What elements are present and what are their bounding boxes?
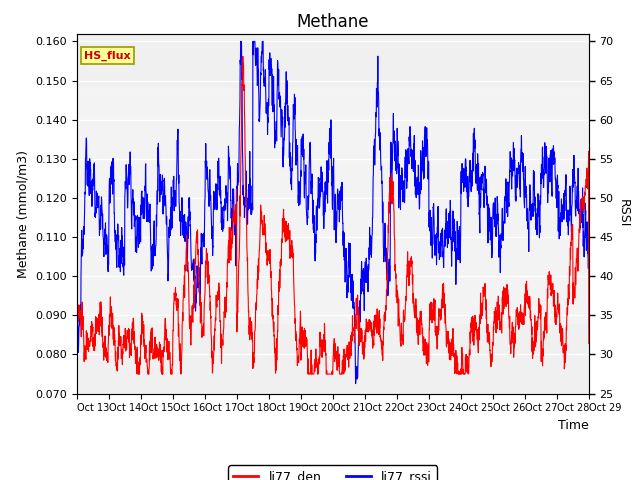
Y-axis label: RSSI: RSSI (617, 199, 630, 228)
Text: HS_flux: HS_flux (84, 51, 131, 61)
X-axis label: Time: Time (558, 419, 589, 432)
Y-axis label: Methane (mmol/m3): Methane (mmol/m3) (17, 150, 30, 277)
Bar (77, 88, 589, 323)
Title: Methane: Methane (296, 12, 369, 31)
Legend: li77_den, li77_rssi: li77_den, li77_rssi (228, 465, 437, 480)
